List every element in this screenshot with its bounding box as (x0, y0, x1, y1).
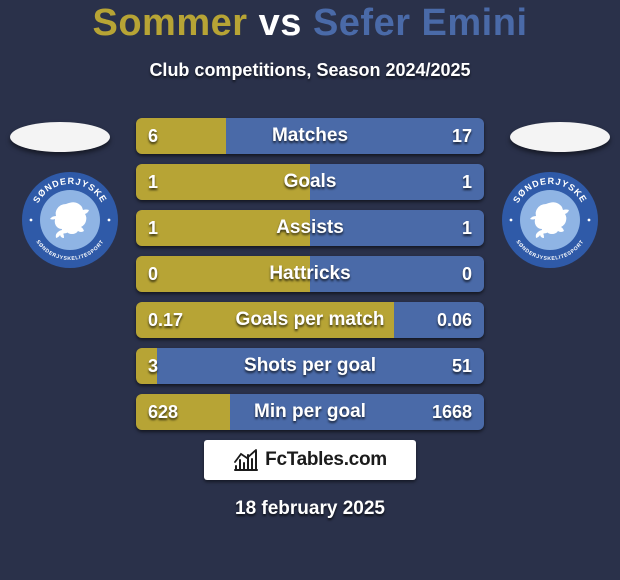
title-player2: Sefer Emini (313, 2, 528, 44)
stat-value-left: 0.17 (136, 302, 195, 338)
stat-value-right: 17 (440, 118, 484, 154)
source-logo-box: FcTables.com (204, 440, 416, 480)
title-vs: vs (259, 2, 302, 44)
stat-value-left: 3 (136, 348, 170, 384)
stat-row: 11Assists (136, 210, 484, 246)
stat-value-left: 6 (136, 118, 170, 154)
stat-row: 617Matches (136, 118, 484, 154)
stat-value-left: 1 (136, 164, 170, 200)
stat-row: 0.170.06Goals per match (136, 302, 484, 338)
source-logo-text: FcTables.com (265, 449, 387, 471)
fctables-icon (233, 448, 259, 472)
subtitle: Club competitions, Season 2024/2025 (0, 60, 620, 81)
stat-row: 00Hattricks (136, 256, 484, 292)
stat-bar-right (157, 348, 484, 384)
footer-date: 18 february 2025 (0, 498, 620, 520)
player1-photo-placeholder (10, 122, 110, 152)
stat-row: 6281668Min per goal (136, 394, 484, 430)
player1-club-badge: SØNDERJYSKE SØNDERJYSKELITESPORT (20, 170, 120, 270)
stat-value-right: 1 (450, 210, 484, 246)
stat-value-right: 1668 (420, 394, 484, 430)
player2-photo-placeholder (510, 122, 610, 152)
stat-value-right: 0.06 (425, 302, 484, 338)
stat-value-left: 628 (136, 394, 190, 430)
stat-rows-container: 617Matches11Goals11Assists00Hattricks0.1… (136, 118, 484, 440)
page-title: Sommer vs Sefer Emini (0, 2, 620, 45)
stat-value-left: 0 (136, 256, 170, 292)
stat-value-right: 0 (450, 256, 484, 292)
stat-row: 11Goals (136, 164, 484, 200)
stat-row: 351Shots per goal (136, 348, 484, 384)
stat-value-right: 51 (440, 348, 484, 384)
stat-value-left: 1 (136, 210, 170, 246)
stat-value-right: 1 (450, 164, 484, 200)
player2-club-badge: SØNDERJYSKE SØNDERJYSKELITESPORT (500, 170, 600, 270)
title-player1: Sommer (92, 2, 247, 44)
